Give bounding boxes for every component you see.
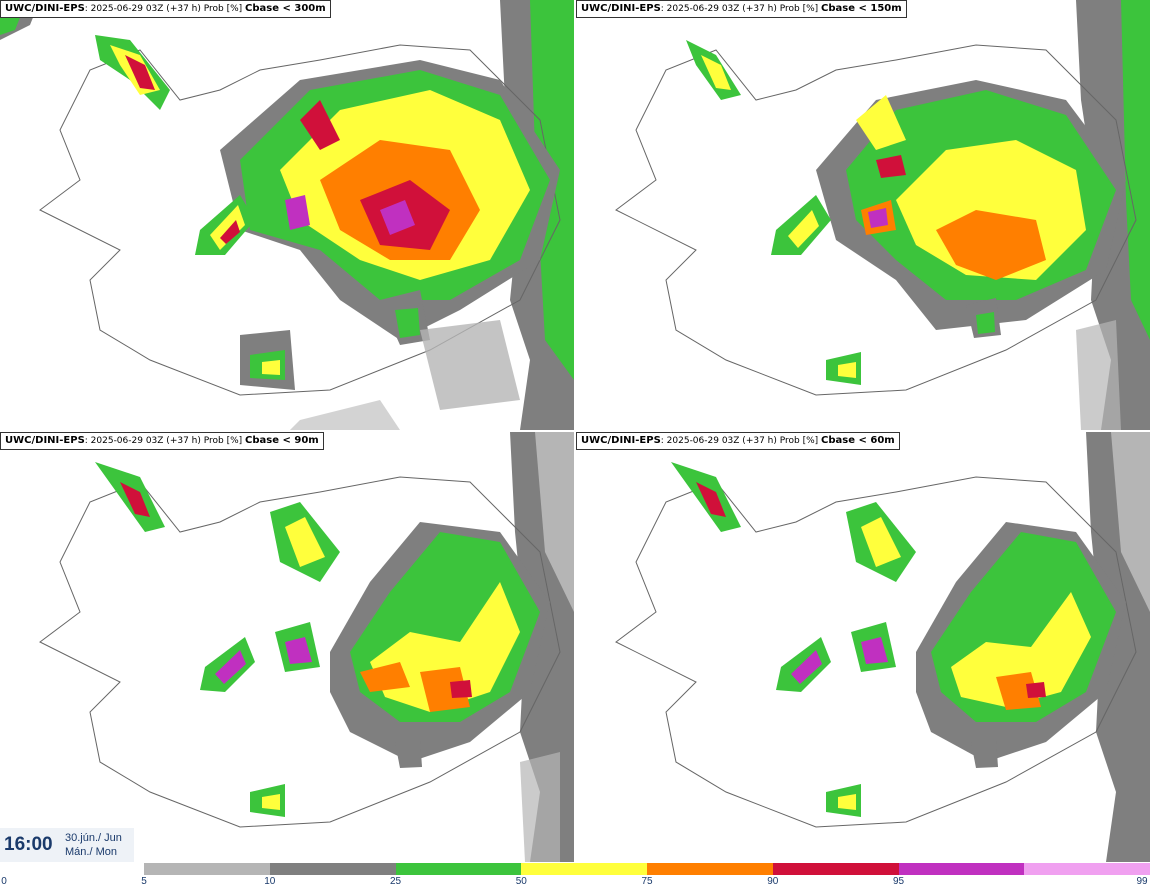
variable-name: Cbase < 300m [245,3,326,14]
colorbar-tick-label: 75 [641,876,653,887]
colorbar-segment [647,863,773,875]
panel-title: UWC/DINI-EPS: 2025-06-29 03Z (+37 h) Pro… [0,0,331,18]
colorbar-segment [772,863,899,875]
colorbar-tick-label: 99 [1136,876,1148,887]
map-panel-cbase-150: UWC/DINI-EPS: 2025-06-29 03Z (+37 h) Pro… [576,0,1150,430]
colorbar-segment [521,863,647,875]
run-info: : 2025-06-29 03Z (+37 h) Prob [%] [84,4,243,14]
iceland-probability-map [615,432,1150,862]
run-info: : 2025-06-29 03Z (+37 h) Prob [%] [660,4,819,14]
run-info: : 2025-06-29 03Z (+37 h) Prob [%] [84,436,243,446]
colorbar-tick-label: 5 [141,876,147,887]
date-line-1: 30.jún./ Jun [65,832,122,844]
iceland-probability-map [0,0,574,430]
colorbar-tick-label: 50 [515,876,527,887]
panel-title: UWC/DINI-EPS: 2025-06-29 03Z (+37 h) Pro… [576,0,907,18]
colorbar-segment [1024,863,1150,875]
model-name: UWC/DINI-EPS [5,3,85,14]
iceland-probability-map [615,0,1150,430]
colorbar-segment [898,863,1025,875]
valid-time-box: 16:00 30.jún./ Jun Mán./ Mon [0,828,134,862]
variable-name: Cbase < 60m [821,435,895,446]
colorbar-tick-label: 0 [1,876,7,887]
model-name: UWC/DINI-EPS [581,3,661,14]
probability-colorbar [144,863,1150,875]
map-panel-cbase-90: UWC/DINI-EPS: 2025-06-29 03Z (+37 h) Pro… [0,432,574,862]
colorbar-tick-label: 90 [767,876,779,887]
model-name: UWC/DINI-EPS [581,435,661,446]
variable-name: Cbase < 150m [821,3,902,14]
valid-time: 16:00 [4,834,53,855]
variable-name: Cbase < 90m [245,435,319,446]
colorbar-tick-label: 10 [264,876,276,887]
panel-title: UWC/DINI-EPS: 2025-06-29 03Z (+37 h) Pro… [576,432,900,450]
panel-title: UWC/DINI-EPS: 2025-06-29 03Z (+37 h) Pro… [0,432,324,450]
colorbar-segment [395,863,522,875]
colorbar-segment [144,863,270,875]
colorbar-tick-label: 25 [389,876,402,887]
valid-date: 30.jún./ Jun Mán./ Mon [65,831,122,859]
map-panel-cbase-60: UWC/DINI-EPS: 2025-06-29 03Z (+37 h) Pro… [576,432,1150,862]
map-panel-cbase-300: UWC/DINI-EPS: 2025-06-29 03Z (+37 h) Pro… [0,0,574,430]
colorbar-tick-label: 95 [892,876,905,887]
model-name: UWC/DINI-EPS [5,435,85,446]
colorbar-segment [269,863,396,875]
date-line-2: Mán./ Mon [65,846,117,858]
run-info: : 2025-06-29 03Z (+37 h) Prob [%] [660,436,819,446]
iceland-probability-map [39,432,574,862]
